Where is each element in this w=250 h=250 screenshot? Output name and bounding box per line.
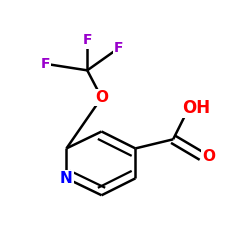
Text: N: N bbox=[60, 171, 73, 186]
Text: OH: OH bbox=[182, 99, 211, 117]
Text: O: O bbox=[95, 90, 108, 105]
Text: O: O bbox=[202, 149, 215, 164]
Text: F: F bbox=[114, 41, 123, 55]
Text: F: F bbox=[41, 57, 50, 71]
Text: F: F bbox=[82, 34, 92, 48]
